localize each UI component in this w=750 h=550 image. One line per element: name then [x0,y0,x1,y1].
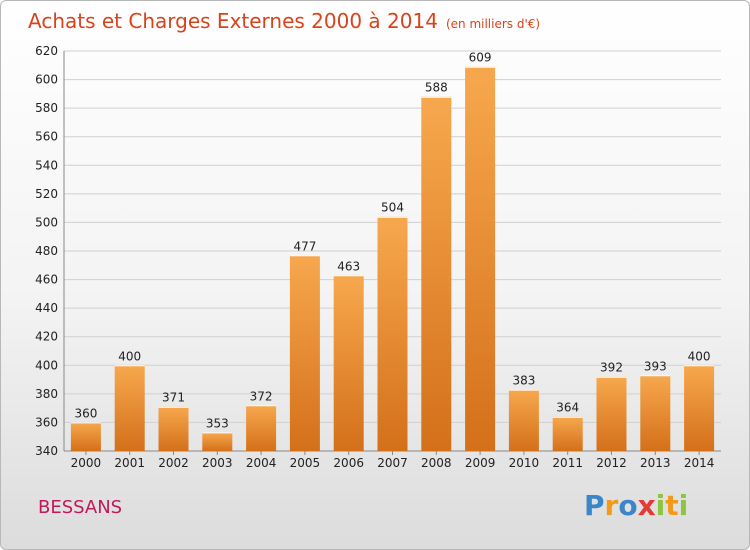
data-label: 364 [556,401,579,415]
y-tick-label: 440 [35,301,58,315]
data-label: 477 [293,239,316,253]
data-label: 371 [162,391,185,405]
y-tick-label: 500 [35,215,58,229]
y-tick-label: 340 [35,444,58,458]
y-tick-label: 580 [35,101,58,115]
x-tick-label: 2013 [640,456,671,470]
bar-2006 [333,275,364,451]
bar-2010 [508,389,539,451]
bar-2002 [158,406,189,451]
x-tick-label: 2003 [202,456,233,470]
x-tick-label: 2000 [71,456,102,470]
data-label: 400 [118,349,141,363]
x-tick-label: 2010 [509,456,540,470]
x-tick-label: 2007 [377,456,408,470]
data-label: 392 [600,361,623,375]
y-tick-label: 540 [35,158,58,172]
data-label: 360 [74,406,97,420]
y-tick-label: 400 [35,358,58,372]
proxiti-logo[interactable]: Proxiti [584,489,689,522]
bar-2014 [684,365,715,451]
bar-2008 [421,96,452,451]
x-tick-label: 2008 [421,456,452,470]
data-label: 353 [206,416,229,430]
x-tick-label: 2004 [246,456,277,470]
data-label: 609 [469,51,492,65]
y-tick-label: 460 [35,273,58,287]
y-tick-label: 420 [35,330,58,344]
bar-2013 [640,375,671,451]
y-tick-label: 380 [35,387,58,401]
x-tick-label: 2002 [158,456,189,470]
chart-subtitle: (en milliers d'€) [445,17,541,31]
data-label: 588 [425,81,448,95]
data-label: 463 [337,259,360,273]
bar-2000 [70,422,101,451]
x-axis: 2000 2001 2002 2003 2004 2005 2006 2007 2008 2009… [71,451,715,470]
x-tick-label: 2009 [465,456,496,470]
y-tick-label: 520 [35,187,58,201]
x-tick-label: 2012 [596,456,627,470]
bars: 360 400 371 353 372 477 463 504 588 609 383 364 392 3… [70,51,715,451]
bar-2009 [465,66,496,451]
bar-2012 [596,376,627,451]
y-tick-label: 560 [35,130,58,144]
chart-title: Achats et Charges Externes 2000 à 2014 (e… [28,9,541,33]
y-tick-label: 600 [35,73,58,87]
data-label: 383 [512,374,535,388]
y-tick-label: 480 [35,244,58,258]
data-label: 400 [688,349,711,363]
y-tick-label: 360 [35,415,58,429]
bar-2001 [114,365,145,451]
commune-name: BESSANS [38,497,123,518]
bar-2003 [202,432,233,451]
x-tick-label: 2005 [290,456,321,470]
x-tick-label: 2014 [684,456,715,470]
data-label: 372 [250,389,273,403]
bar-2011 [552,416,583,451]
bar-2005 [289,255,320,451]
bar-2004 [246,405,277,451]
data-label: 393 [644,359,667,373]
bar-2007 [377,216,408,451]
x-tick-label: 2001 [114,456,145,470]
x-tick-label: 2011 [552,456,583,470]
data-label: 504 [381,201,404,215]
y-tick-label: 620 [35,44,58,58]
x-tick-label: 2006 [333,456,364,470]
